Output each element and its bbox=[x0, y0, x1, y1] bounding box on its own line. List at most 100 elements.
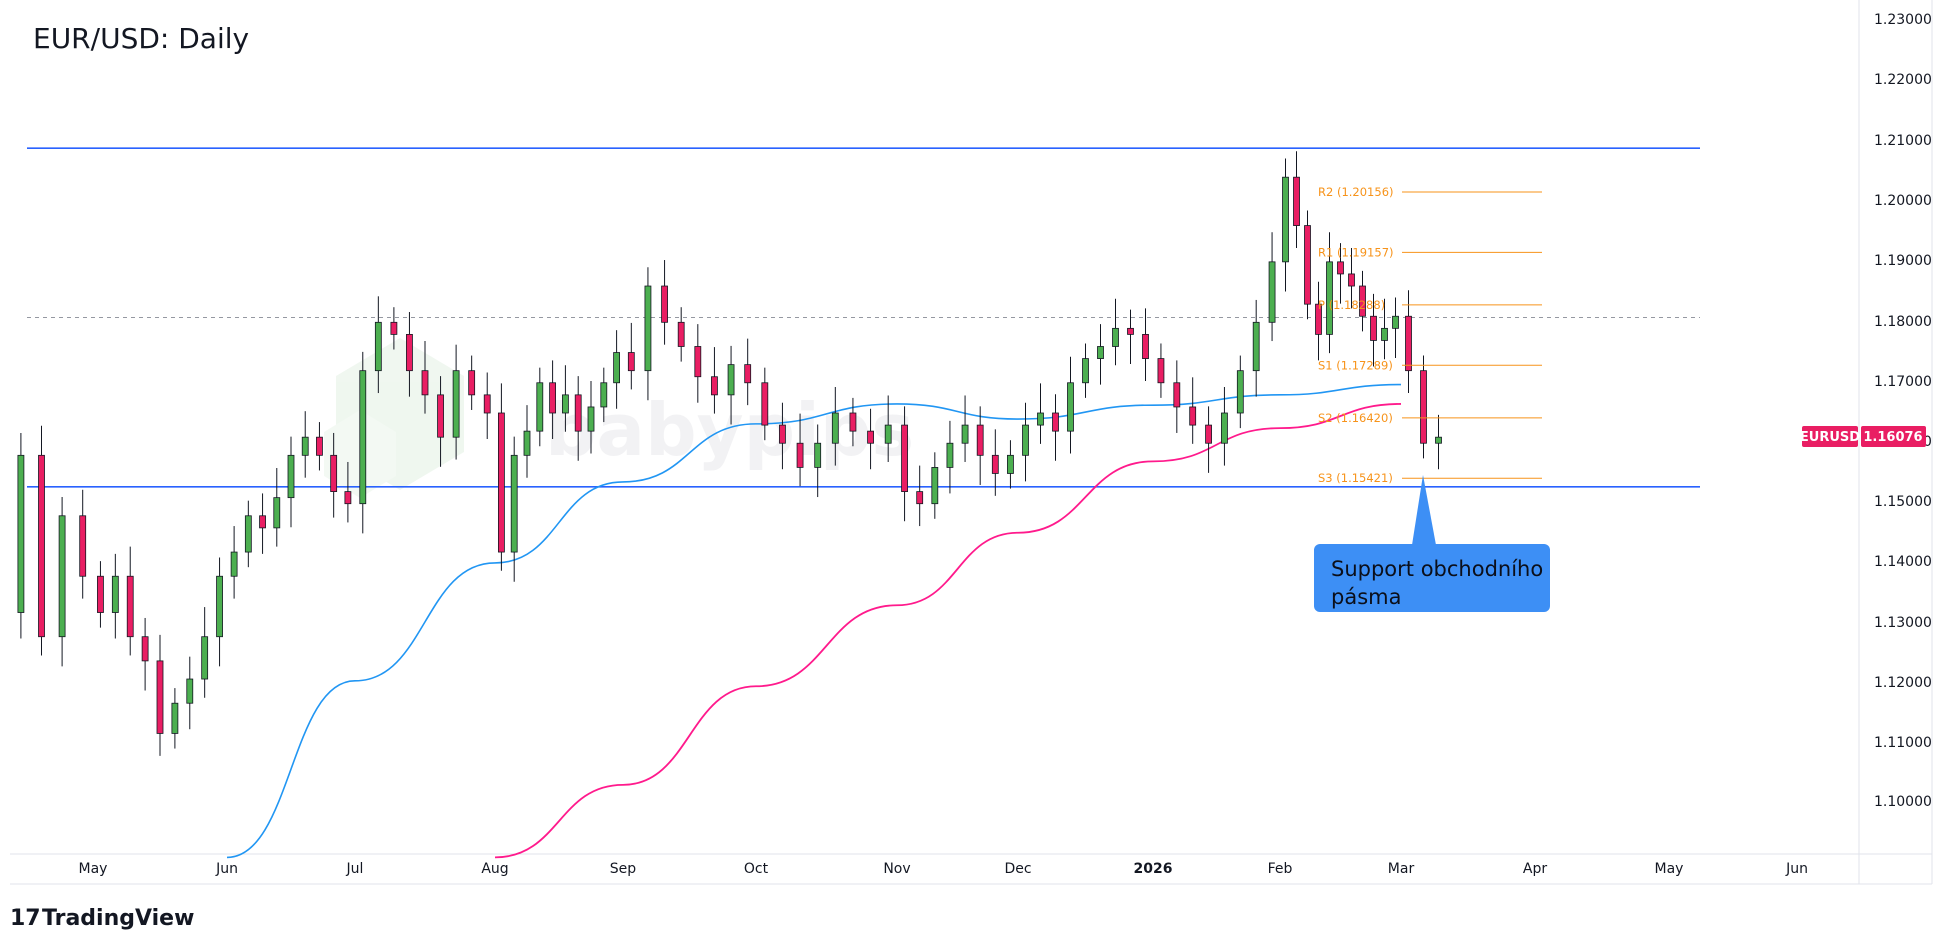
candle-bullish bbox=[452, 344, 460, 460]
candle-bullish bbox=[536, 367, 544, 447]
price-tick: 1.19000 bbox=[1874, 253, 1932, 269]
candle-body bbox=[1112, 327, 1119, 347]
candle-bearish bbox=[141, 617, 149, 691]
time-tick: Jun bbox=[1785, 861, 1808, 877]
tradingview-logo[interactable]: 17 TradingView bbox=[10, 906, 194, 931]
candle-body bbox=[562, 394, 569, 414]
candle-body bbox=[1037, 412, 1044, 426]
candle-bearish bbox=[677, 307, 685, 362]
pivot-level: P (1.18288) bbox=[1318, 298, 1542, 312]
time-tick: Dec bbox=[1004, 861, 1031, 877]
candle-body bbox=[1337, 261, 1344, 275]
candle-body bbox=[761, 382, 769, 426]
candle-bullish bbox=[1392, 297, 1399, 358]
candle-body bbox=[406, 333, 413, 372]
candle-body bbox=[600, 382, 608, 408]
candle-body bbox=[1381, 327, 1388, 341]
candle-body bbox=[259, 515, 266, 529]
candle-bearish bbox=[1359, 270, 1366, 332]
candle-bullish bbox=[216, 557, 223, 667]
candle-body bbox=[141, 636, 149, 662]
time-tick-year: 2026 bbox=[1134, 861, 1173, 877]
symbol-badge bbox=[1802, 426, 1858, 447]
candle-bearish bbox=[1315, 281, 1322, 361]
time-tick: Jun bbox=[215, 861, 238, 877]
price-tick: 1.20000 bbox=[1874, 193, 1932, 209]
candle-body bbox=[230, 551, 238, 577]
candle-bullish bbox=[1067, 356, 1074, 454]
pivot-label: S2 (1.16420) bbox=[1318, 411, 1393, 425]
candle-body bbox=[744, 364, 752, 384]
candle-body bbox=[627, 352, 635, 372]
candle-body bbox=[468, 370, 476, 396]
candle-body bbox=[523, 430, 531, 456]
candle-body bbox=[1142, 333, 1149, 359]
candle-body bbox=[961, 424, 969, 444]
candle-bearish bbox=[549, 360, 556, 439]
candle-bearish bbox=[867, 408, 874, 470]
pivot-points: R2 (1.20156) R1 (1.19157) P (1.18288) S1 (1… bbox=[1318, 185, 1542, 485]
candle-bullish bbox=[1435, 414, 1442, 470]
candle-bearish bbox=[259, 493, 266, 554]
candle-body bbox=[1067, 382, 1074, 432]
price-tick: 1.23000 bbox=[1874, 12, 1932, 28]
candle-bullish bbox=[814, 424, 822, 498]
price-tick: 1.17000 bbox=[1874, 374, 1932, 390]
candle-body bbox=[916, 491, 924, 505]
candle-bullish bbox=[961, 395, 969, 462]
candle-bearish bbox=[1127, 309, 1134, 365]
symbol-badge-text: EURUSD bbox=[1800, 430, 1860, 445]
price-tick: 1.11000 bbox=[1874, 735, 1932, 751]
candle-bullish bbox=[1037, 383, 1044, 444]
candle-body bbox=[452, 370, 460, 438]
candle-bullish bbox=[230, 526, 238, 599]
candle-body bbox=[779, 424, 786, 444]
candle-bearish bbox=[1337, 243, 1344, 304]
price-tick: 1.18000 bbox=[1874, 314, 1932, 330]
candle-body bbox=[287, 454, 295, 499]
candle-bullish bbox=[1268, 232, 1276, 342]
candle-bearish bbox=[1205, 406, 1212, 473]
candle-body bbox=[1359, 285, 1366, 317]
candle-body bbox=[884, 424, 892, 444]
candle-bearish bbox=[344, 461, 352, 523]
candle-bullish bbox=[1007, 440, 1014, 489]
candle-bullish bbox=[1082, 343, 1089, 398]
candle-body bbox=[946, 442, 954, 468]
candle-body bbox=[796, 442, 804, 468]
candle-bearish bbox=[1189, 377, 1197, 444]
pivot-label: S1 (1.17289) bbox=[1318, 358, 1393, 372]
candle-bullish bbox=[17, 432, 25, 639]
candle-body bbox=[677, 321, 685, 347]
candle-body bbox=[644, 285, 652, 372]
candle-body bbox=[421, 370, 429, 396]
time-axis: May Jun Jul Aug Sep Oct Nov Dec 2026 Feb… bbox=[79, 861, 1808, 877]
candle-body bbox=[1315, 303, 1322, 335]
candle-bullish bbox=[1022, 402, 1029, 482]
candle-bearish bbox=[483, 372, 491, 439]
candle-body bbox=[1022, 424, 1029, 456]
candle-body bbox=[1326, 261, 1333, 335]
candle-body bbox=[1304, 225, 1311, 305]
price-axis: 1.23000 1.22000 1.21000 1.20000 1.19000 … bbox=[1874, 12, 1932, 810]
candle-bearish bbox=[126, 546, 134, 656]
price-tick: 1.12000 bbox=[1874, 675, 1932, 691]
pivot-level: S1 (1.17289) bbox=[1318, 358, 1542, 372]
candle-body bbox=[1370, 315, 1377, 341]
candle-body bbox=[510, 454, 518, 553]
candle-body bbox=[1282, 176, 1289, 263]
pivot-level: S2 (1.16420) bbox=[1318, 411, 1542, 425]
candle-bullish bbox=[884, 395, 892, 462]
candle-bearish bbox=[38, 425, 45, 656]
price-tick: 1.15000 bbox=[1874, 494, 1932, 510]
candle-bullish bbox=[510, 436, 518, 582]
candle-bearish bbox=[976, 406, 984, 485]
candle-body bbox=[814, 442, 822, 468]
candle-bearish bbox=[156, 634, 164, 756]
candle-bearish bbox=[779, 402, 786, 470]
candle-body bbox=[727, 364, 735, 396]
candle-body bbox=[1189, 406, 1197, 426]
candle-bullish bbox=[1282, 158, 1289, 292]
candle-bearish bbox=[406, 312, 413, 397]
callout-box bbox=[1314, 544, 1550, 612]
